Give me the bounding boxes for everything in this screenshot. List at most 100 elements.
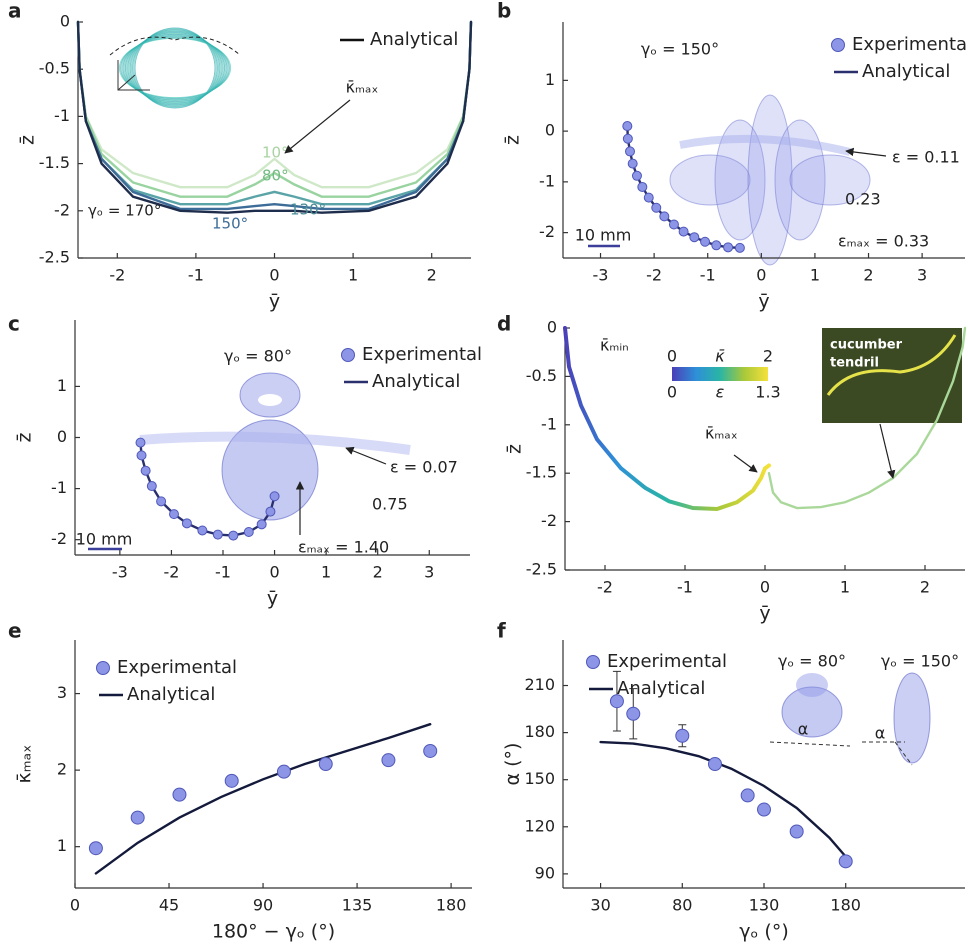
x-tick-label: 135: [342, 896, 373, 915]
series-label: 10°: [262, 144, 289, 162]
x-axis-label: ȳ: [269, 291, 280, 313]
annotation: εₘₐₓ = 0.33: [838, 232, 929, 251]
annotation: κ̄ₘₐₓ: [346, 78, 379, 97]
data-point: [244, 528, 253, 537]
y-tick-label: 1: [57, 376, 67, 395]
x-tick-label: 0: [269, 563, 279, 582]
colorbar-label: 0: [667, 347, 677, 366]
x-tick-label: 0: [70, 896, 80, 915]
annotation: ε = 0.11: [892, 148, 960, 167]
x-tick-label: 180: [436, 896, 467, 915]
illustration: [796, 673, 828, 697]
data-point: [676, 729, 689, 742]
x-tick-label: -2: [646, 266, 662, 285]
legend-label: Experimental: [362, 344, 482, 365]
colorbar-label: 2: [763, 347, 773, 366]
y-tick-label: 1: [57, 836, 67, 855]
colorbar-label: 1.3: [755, 383, 780, 402]
y-tick-label: -1: [51, 478, 67, 497]
inset-label: cucumber: [830, 338, 903, 353]
data-point: [131, 811, 144, 824]
x-axis-label: ȳ: [759, 603, 770, 625]
data-point: [173, 788, 186, 801]
annotation: εₘₐₓ = 1.40: [298, 538, 389, 557]
series-label: 130°: [290, 201, 326, 219]
data-point: [623, 134, 632, 143]
annotation: 10 mm: [575, 226, 632, 245]
x-tick-label: 1: [348, 266, 358, 285]
data-point: [758, 803, 771, 816]
series-label: 80°: [262, 167, 289, 185]
legend-label: Experimental: [607, 651, 727, 672]
legend-label: Analytical: [617, 678, 705, 699]
data-point: [628, 159, 637, 168]
colorbar-symbol: ε: [716, 383, 725, 402]
data-point: [724, 243, 733, 252]
y-tick-label: -1: [54, 106, 70, 125]
data-point: [708, 758, 721, 771]
y-axis-label: z̄: [502, 135, 524, 145]
x-tick-label: 3: [424, 563, 434, 582]
annotation: 0.75: [372, 495, 408, 514]
y-tick-label: 0: [545, 121, 555, 140]
data-point: [741, 789, 754, 802]
data-point: [424, 744, 437, 757]
data-point: [735, 243, 744, 252]
data-point: [157, 497, 166, 506]
inset-label: tendril: [830, 356, 879, 371]
x-tick-label: -3: [593, 266, 609, 285]
data-point: [225, 774, 238, 787]
y-tick-label: 150: [524, 769, 555, 788]
data-point: [170, 510, 179, 519]
y-axis-label: z̄: [14, 432, 36, 442]
legend-swatch: [587, 656, 600, 669]
x-axis-label: ȳ: [267, 588, 278, 610]
y-tick-label: 1: [545, 70, 555, 89]
x-tick-label: 180: [830, 896, 861, 915]
annotation: κ̄ₘₐₓ: [705, 424, 738, 443]
data-point: [198, 526, 207, 535]
x-tick-label: 45: [159, 896, 179, 915]
y-tick-label: -2: [541, 511, 557, 530]
data-point: [644, 193, 653, 202]
x-tick-label: -1: [677, 578, 693, 597]
series-label: γₒ = 170°: [88, 202, 161, 220]
x-tick-label: 0: [269, 266, 279, 285]
colorbar-symbol: κ̄: [715, 347, 725, 366]
y-tick-label: 180: [524, 722, 555, 741]
data-point: [270, 492, 279, 501]
data-point: [229, 531, 238, 540]
annotation: γₒ = 150°: [641, 40, 719, 59]
data-point: [141, 466, 150, 475]
figure: a -2 -1 0 1 2 0 -0.5 -1 -1.5 -2 -2.5 ȳ z̄ 10° 80°130° 15…: [0, 0, 968, 946]
legend-label: Experimental: [852, 34, 968, 55]
colorbar-label: 0: [667, 383, 677, 402]
y-tick-label: 90: [535, 863, 555, 882]
data-point: [147, 482, 156, 491]
x-tick-label: -1: [700, 266, 716, 285]
y-tick-label: -0.5: [39, 59, 70, 78]
annotation: γₒ = 80°: [778, 652, 846, 671]
y-tick-label: -2.5: [526, 560, 557, 579]
x-tick-label: 1: [321, 563, 331, 582]
data-point: [701, 237, 710, 246]
illustration: [258, 394, 282, 406]
x-tick-label: 0: [756, 266, 766, 285]
x-tick-label: -2: [163, 563, 179, 582]
y-tick-label: -1.5: [39, 153, 70, 172]
annotation: ε = 0.07: [390, 458, 458, 477]
x-axis-label: 180° − γₒ (°): [212, 921, 335, 943]
y-tick-label: -2: [539, 222, 555, 241]
panel-label: a: [8, 0, 22, 23]
data-point: [257, 520, 266, 529]
data-point: [632, 171, 641, 180]
panel-label: f: [497, 619, 506, 643]
series-label: 150°: [212, 215, 248, 233]
legend-swatch: [832, 39, 845, 52]
annotation: α: [875, 724, 886, 743]
data-point: [266, 507, 275, 516]
y-tick-label: -1.5: [526, 463, 557, 482]
annotation: 10 mm: [76, 530, 133, 549]
legend-swatch: [342, 349, 355, 362]
annotation: γₒ = 80°: [224, 347, 292, 366]
